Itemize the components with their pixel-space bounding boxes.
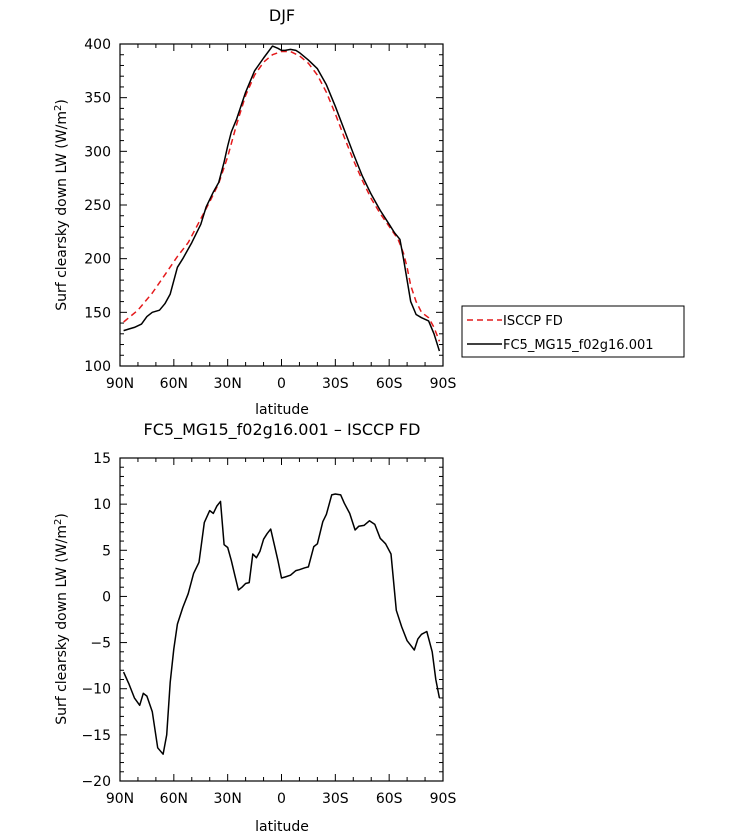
bottom-chart-xlabel: latitude	[255, 819, 309, 835]
bottom-ytick-label: −20	[81, 774, 111, 790]
top-chart-ylabel: Surf clearsky down LW (W/m2)	[53, 99, 71, 311]
bottom-chart-ylabel-sup: 2	[53, 519, 64, 525]
top-ytick-label: 150	[84, 305, 111, 321]
top-ytick-label: 100	[84, 359, 111, 375]
bottom-chart-tick-labels: 90N 60N 30N 0 30S 60S 90S −20 −15 −10 −5 0 5 10 15	[81, 451, 456, 807]
top-chart-ylabel-close: )	[54, 99, 70, 104]
top-xtick-label: 60N	[160, 376, 188, 392]
legend-label-model: FC5_MG15_f02g16.001	[503, 338, 654, 353]
bottom-ytick-label: 15	[93, 451, 111, 467]
legend-label-isccp: ISCCP FD	[503, 314, 563, 329]
bottom-xtick-label: 60N	[160, 791, 188, 807]
bottom-xtick-label: 30S	[322, 791, 349, 807]
top-series-line-0	[123, 50, 441, 342]
top-ytick-label: 200	[84, 252, 111, 268]
bottom-ytick-label: 0	[102, 589, 111, 605]
bottom-xtick-label: 90N	[106, 791, 134, 807]
bottom-chart-ylabel-close: )	[54, 513, 70, 518]
legend: ISCCP FD FC5_MG15_f02g16.001	[461, 305, 685, 358]
top-xtick-label: 0	[277, 376, 286, 392]
bottom-chart-ylabel: Surf clearsky down LW (W/m2)	[53, 513, 71, 725]
top-xtick-label: 30N	[214, 376, 242, 392]
bottom-chart-ticks	[119, 457, 444, 782]
bottom-chart-lines	[122, 493, 441, 755]
top-chart-lines	[123, 45, 441, 352]
bottom-xtick-label: 30N	[214, 791, 242, 807]
top-xtick-label: 90S	[430, 376, 457, 392]
bottom-chart: FC5_MG15_f02g16.001 – ISCCP FD 90N 60N 30N…	[53, 420, 457, 835]
bottom-ytick-label: −15	[81, 728, 111, 744]
bottom-xtick-label: 90S	[430, 791, 457, 807]
top-xtick-label: 90N	[106, 376, 134, 392]
bottom-ytick-label: 10	[93, 497, 111, 513]
top-chart-frame	[119, 43, 444, 367]
bottom-series-line-0	[122, 493, 441, 755]
top-chart: DJF 90N 60N 30N 0 30S 60S 90S 100 150 200 250 300 35…	[53, 6, 457, 418]
top-chart-ylabel-sup: 2	[53, 105, 64, 111]
top-ytick-label: 400	[84, 37, 111, 53]
bottom-chart-title: FC5_MG15_f02g16.001 – ISCCP FD	[144, 420, 421, 440]
bottom-chart-frame	[119, 457, 444, 782]
bottom-chart-ylabel-main: Surf clearsky down LW (W/m	[54, 525, 70, 725]
top-ytick-label: 300	[84, 144, 111, 160]
top-xtick-label: 60S	[376, 376, 403, 392]
top-chart-tick-labels: 90N 60N 30N 0 30S 60S 90S 100 150 200 250 300 350 400	[84, 37, 456, 392]
top-chart-title: DJF	[269, 6, 295, 25]
bottom-ytick-label: −10	[81, 682, 111, 698]
bottom-xtick-label: 60S	[376, 791, 403, 807]
bottom-ytick-label: 5	[102, 543, 111, 559]
top-ytick-label: 250	[84, 198, 111, 214]
top-chart-ticks	[119, 43, 444, 367]
top-chart-xlabel: latitude	[255, 402, 309, 418]
top-chart-ylabel-main: Surf clearsky down LW (W/m	[54, 111, 70, 311]
bottom-ytick-label: −5	[90, 636, 111, 652]
bottom-xtick-label: 0	[277, 791, 286, 807]
legend-box	[461, 305, 685, 358]
top-series-line-1	[123, 45, 441, 352]
top-ytick-label: 350	[84, 91, 111, 107]
top-xtick-label: 30S	[322, 376, 349, 392]
